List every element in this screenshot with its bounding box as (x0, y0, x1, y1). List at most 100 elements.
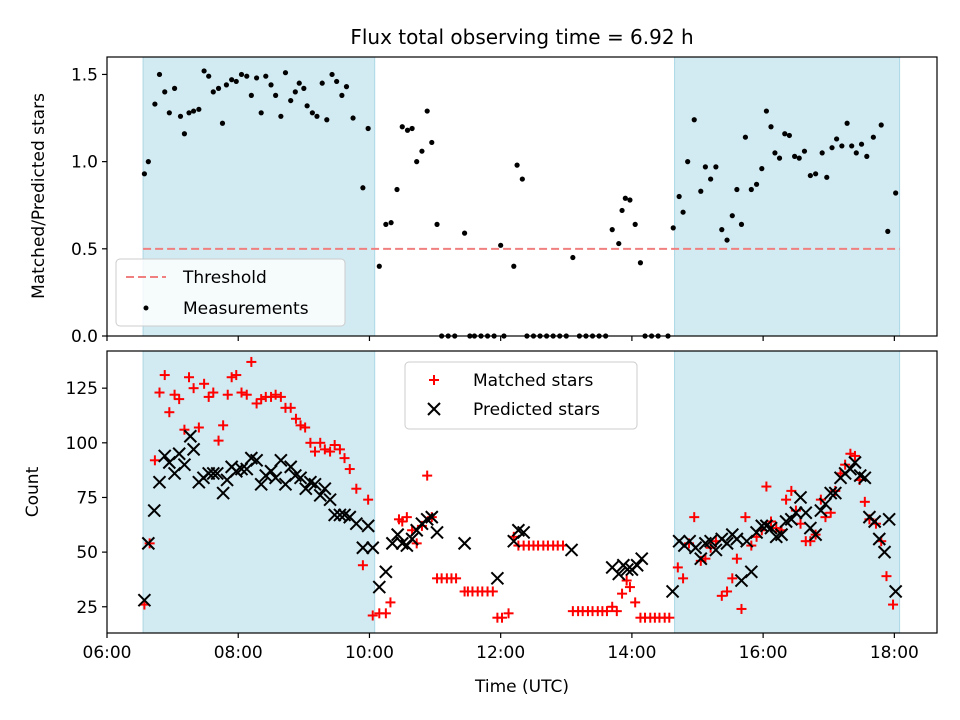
counts-panel: 25 50 75 100 125 06:00 08:00 10:00 12:00 14:00 16:… (23, 350, 938, 697)
ratio-legend: Threshold Measurements (115, 258, 346, 327)
predicted-stars-point-15 (210, 466, 224, 481)
predicted-stars-point-79 (703, 534, 718, 548)
predicted-stars-point-60 (490, 571, 505, 586)
measurements-point-89 (627, 197, 633, 203)
matched-stars-point-42 (344, 464, 355, 475)
measurements-point-33 (301, 85, 307, 91)
predicted-stars-point-7 (172, 447, 186, 461)
measurements-point-32 (296, 80, 302, 86)
measurements-point-117 (776, 155, 783, 161)
measurements-point-12 (201, 68, 207, 74)
measurements-point-132 (853, 150, 859, 156)
measurements-point-6 (171, 85, 178, 91)
predicted-stars-point-84 (730, 532, 744, 546)
matched-stars-point-28 (275, 391, 286, 402)
measurements-point-120 (792, 153, 798, 159)
measurements-point-103 (708, 176, 714, 182)
measurements-point-129 (839, 143, 845, 149)
matched-stars-point-5 (164, 407, 175, 418)
predicted-stars-point-40 (333, 508, 347, 522)
measurements-point-52 (409, 125, 415, 132)
measurements-point-50 (399, 124, 405, 130)
predicted-stars-point-47 (372, 580, 386, 594)
measurements-point-1 (145, 159, 151, 165)
matched-stars-point-142 (859, 496, 870, 507)
measurements-point-43 (350, 115, 356, 121)
matched-stars-point-18 (226, 372, 237, 383)
matched-stars-point-26 (266, 391, 277, 402)
predicted-stars-point-9 (183, 429, 198, 443)
matched-stars-point-117 (736, 603, 747, 614)
measurements-point-118 (782, 131, 788, 137)
measurements-point-10 (191, 108, 197, 114)
counts-x-tick-label-5: 16:00 (739, 643, 788, 663)
predicted-stars-point-53 (405, 532, 419, 546)
matched-stars-point-40 (334, 444, 345, 455)
measurements-point-124 (813, 171, 819, 177)
counts-x-tick-label-1: 08:00 (214, 643, 263, 663)
measurements-point-138 (893, 190, 899, 196)
measurements-point-106 (724, 237, 730, 243)
matched-stars-point-118 (740, 512, 751, 523)
matched-stars-point-23 (251, 398, 262, 409)
measurements-legend-swatch (143, 305, 149, 311)
measurements-point-136 (878, 122, 884, 128)
measurements-point-8 (181, 131, 188, 137)
matched-stars-point-104 (664, 612, 675, 623)
counts-x-tick-label-3: 12:00 (476, 643, 525, 663)
matched-stars-point-45 (363, 494, 374, 505)
predicted-stars-point-82 (720, 536, 734, 551)
predicted-stars-point-14 (206, 466, 220, 481)
matched-stars-point-21 (241, 389, 252, 400)
measurements-point-4 (162, 89, 168, 95)
matched-stars-point-52 (401, 512, 412, 523)
predicted-stars-point-107 (843, 462, 858, 476)
predicted-stars-point-98 (799, 506, 813, 520)
measurements-point-115 (768, 124, 774, 130)
matched-stars-point-10 (188, 383, 199, 394)
measurements-point-98 (680, 209, 686, 215)
counts-y-tick-label-2: 75 (76, 488, 98, 508)
measurements-point-119 (786, 132, 792, 139)
matched-stars-point-49 (385, 597, 396, 608)
measurements-point-24 (258, 110, 264, 116)
measurements-point-107 (729, 213, 735, 219)
measurements-point-137 (885, 228, 891, 234)
measurements-point-126 (824, 174, 830, 180)
predicted-stars-point-8 (177, 457, 192, 472)
measurements-point-18 (229, 77, 235, 83)
measurements-point-67 (498, 242, 504, 248)
measurements-point-125 (819, 150, 825, 156)
measurements-point-100 (691, 117, 697, 123)
predicted-stars-point-77 (694, 551, 708, 566)
matched-stars-point-41 (339, 453, 350, 464)
counts-shaded-span-1 (674, 350, 901, 634)
measurements-point-36 (314, 113, 320, 119)
measurements-point-7 (177, 113, 184, 119)
predicted-stars-point-38 (323, 492, 337, 507)
matched-legend-label: Matched stars (473, 371, 593, 391)
measurements-point-0 (141, 171, 147, 177)
predicted-legend-swatch (427, 402, 441, 416)
matched-stars-point-105 (672, 562, 683, 573)
counts-plot-frame (106, 350, 938, 634)
counts-x-tick-label-2: 10:00 (345, 643, 394, 663)
matched-stars-point-3 (154, 387, 165, 398)
matched-stars-point-8 (179, 424, 190, 435)
ratio-y-tick-label-0: 0.0 (71, 327, 98, 347)
measurements-point-49 (394, 186, 400, 193)
measurements-point-90 (632, 221, 638, 227)
matched-stars-point-16 (218, 420, 229, 431)
matched-stars-point-126 (781, 494, 792, 505)
matched-stars-point-22 (246, 356, 257, 367)
predicted-stars-point-23 (249, 453, 264, 468)
measurements-point-9 (186, 110, 192, 116)
predicted-stars-point-68 (620, 562, 635, 577)
predicted-stars-point-72 (665, 584, 680, 599)
predicted-stars-point-48 (379, 565, 393, 579)
predicted-stars-point-114 (877, 545, 892, 559)
measurements-point-96 (670, 225, 676, 231)
count-y-axis-label: Count (23, 466, 43, 517)
matched-stars-point-108 (689, 512, 700, 523)
